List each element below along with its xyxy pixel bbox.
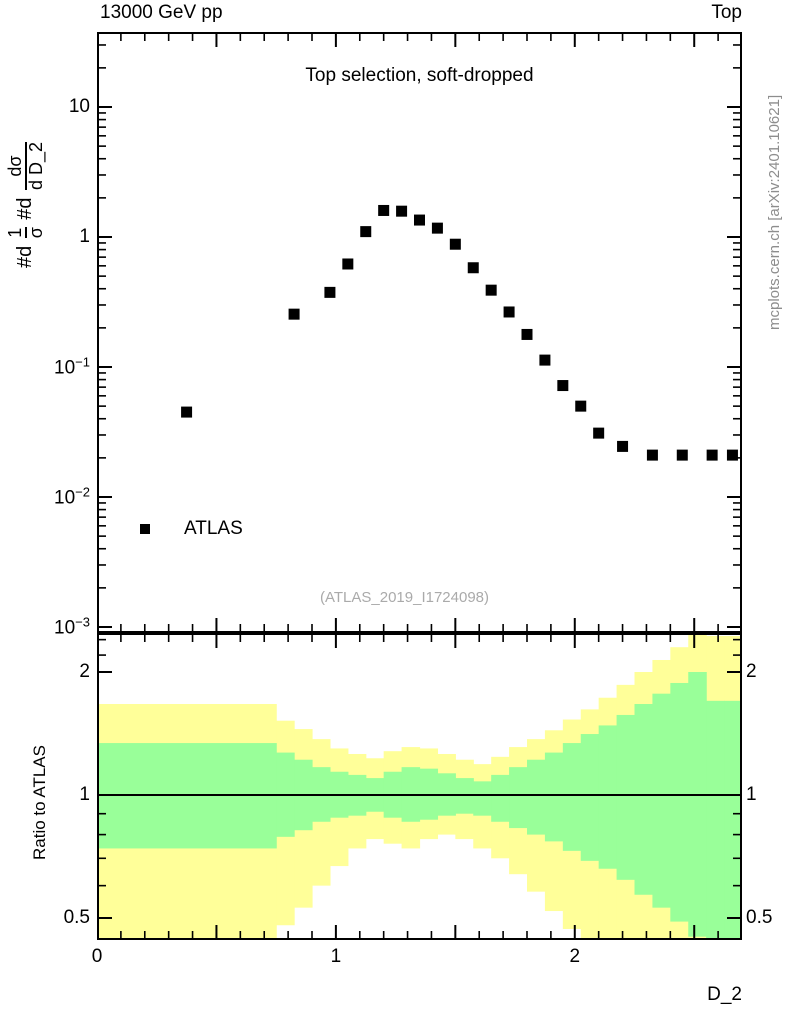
data-point bbox=[396, 205, 408, 217]
data-point bbox=[431, 222, 443, 234]
ratio-y-tick-label-right: 1 bbox=[746, 784, 757, 805]
data-point bbox=[521, 328, 533, 340]
header-process-label: Top bbox=[711, 2, 742, 23]
data-point bbox=[676, 449, 688, 461]
ratio-y-tick-label-left: 2 bbox=[79, 661, 90, 682]
ratio-y-tick-labels-left: 2 1 0.5 bbox=[10, 0, 90, 1024]
legend-label-atlas: ATLAS bbox=[184, 518, 243, 539]
x-axis-label: D_2 bbox=[707, 984, 742, 1005]
main-y-tick-label: 1 bbox=[79, 226, 90, 247]
data-point bbox=[467, 262, 479, 274]
uncertainty-band-segment bbox=[544, 752, 564, 842]
uncertainty-band-segment bbox=[706, 700, 725, 938]
data-point bbox=[593, 427, 605, 439]
uncertainty-band-segment bbox=[491, 774, 510, 822]
main-y-tick-labels: 10 1 10−1 10−2 10−3 bbox=[10, 0, 90, 639]
analysis-id-watermark: (ATLAS_2019_I1724098) bbox=[320, 589, 490, 606]
data-point bbox=[539, 354, 551, 366]
main-y-tick-label: 10 bbox=[68, 96, 90, 117]
ratio-y-tick-label-left: 0.5 bbox=[63, 907, 90, 928]
uncertainty-band-segment bbox=[562, 743, 582, 851]
plot-title: Top selection, soft-dropped bbox=[305, 65, 534, 86]
ratio-y-tick-labels-right: 2 1 0.5 bbox=[746, 0, 786, 1024]
ratio-plot-svg bbox=[99, 635, 740, 938]
main-y-tick-label: 10−1 bbox=[54, 354, 90, 379]
data-point bbox=[706, 449, 718, 461]
header-beam-label: 13000 GeV pp bbox=[100, 2, 223, 23]
data-point bbox=[414, 214, 425, 226]
uncertainty-band-segment bbox=[670, 682, 689, 922]
uncertainty-band-segment bbox=[688, 672, 707, 937]
uncertainty-band-segment bbox=[724, 700, 740, 938]
main-plot-frame bbox=[97, 32, 742, 633]
data-point bbox=[324, 286, 336, 298]
data-point bbox=[360, 226, 372, 238]
x-tick-label: 2 bbox=[569, 946, 581, 967]
uncertainty-band-segment bbox=[527, 759, 546, 835]
ratio-plot-frame bbox=[97, 633, 742, 940]
data-point bbox=[342, 258, 354, 270]
data-point bbox=[557, 380, 569, 392]
uncertainty-band-segment bbox=[580, 734, 600, 861]
uncertainty-band-segment bbox=[652, 693, 671, 908]
data-point bbox=[646, 449, 658, 461]
ratio-y-tick-label-right: 0.5 bbox=[746, 907, 773, 928]
main-plot-svg bbox=[99, 34, 740, 631]
data-point bbox=[288, 308, 300, 320]
uncertainty-band-segment bbox=[634, 703, 654, 895]
x-tick-label: 1 bbox=[330, 946, 342, 967]
data-point bbox=[485, 284, 497, 296]
main-y-tick-label: 10−2 bbox=[54, 484, 90, 509]
data-point bbox=[449, 238, 461, 250]
data-point bbox=[378, 204, 390, 216]
legend-marker-atlas bbox=[140, 524, 150, 534]
uncertainty-band-segment bbox=[473, 781, 492, 816]
data-point bbox=[726, 449, 738, 461]
uncertainty-band-segment bbox=[616, 714, 636, 880]
data-point bbox=[503, 306, 515, 318]
x-tick-label: 0 bbox=[91, 946, 103, 967]
data-point bbox=[617, 440, 629, 452]
data-point bbox=[181, 406, 193, 418]
legend: ATLAS bbox=[140, 518, 243, 540]
uncertainty-band-segment bbox=[509, 767, 528, 829]
main-y-tick-label: 10−3 bbox=[54, 614, 90, 639]
ratio-y-tick-label-left: 1 bbox=[79, 784, 90, 805]
ratio-y-tick-label-right: 2 bbox=[746, 661, 757, 682]
uncertainty-band-segment bbox=[598, 725, 618, 869]
data-point bbox=[575, 400, 587, 412]
